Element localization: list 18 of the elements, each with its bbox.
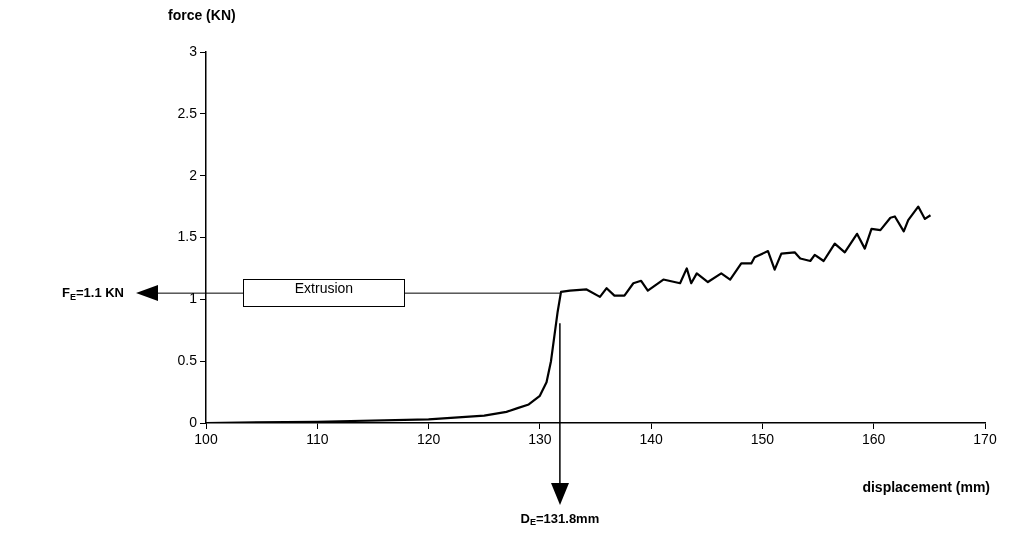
x-tick-label: 110 [306, 431, 329, 448]
y-tick-label: 0.5 [177, 352, 198, 369]
x-tick-label: 140 [639, 431, 664, 448]
x-tick-label: 100 [194, 431, 218, 448]
x-axis-title: displacement (mm) [862, 478, 991, 495]
x-tick-label: 120 [416, 431, 441, 448]
y-tick-label: 0 [189, 413, 198, 430]
y-tick-label: 2 [189, 166, 198, 183]
y-tick-label: 3 [189, 42, 198, 59]
y-tick-label: 1.5 [177, 228, 198, 245]
y-tick-label: 2.5 [177, 104, 198, 121]
text-box: Extrusion [242, 279, 405, 308]
y-axis-title: force (KN) [168, 6, 236, 23]
x-tick-label: 130 [528, 431, 552, 448]
x-tick-label: 170 [973, 431, 997, 448]
x-tick-label: 160 [862, 431, 886, 448]
x-tick-label: 150 [750, 431, 775, 448]
y-tick-label: 1 [189, 290, 198, 307]
